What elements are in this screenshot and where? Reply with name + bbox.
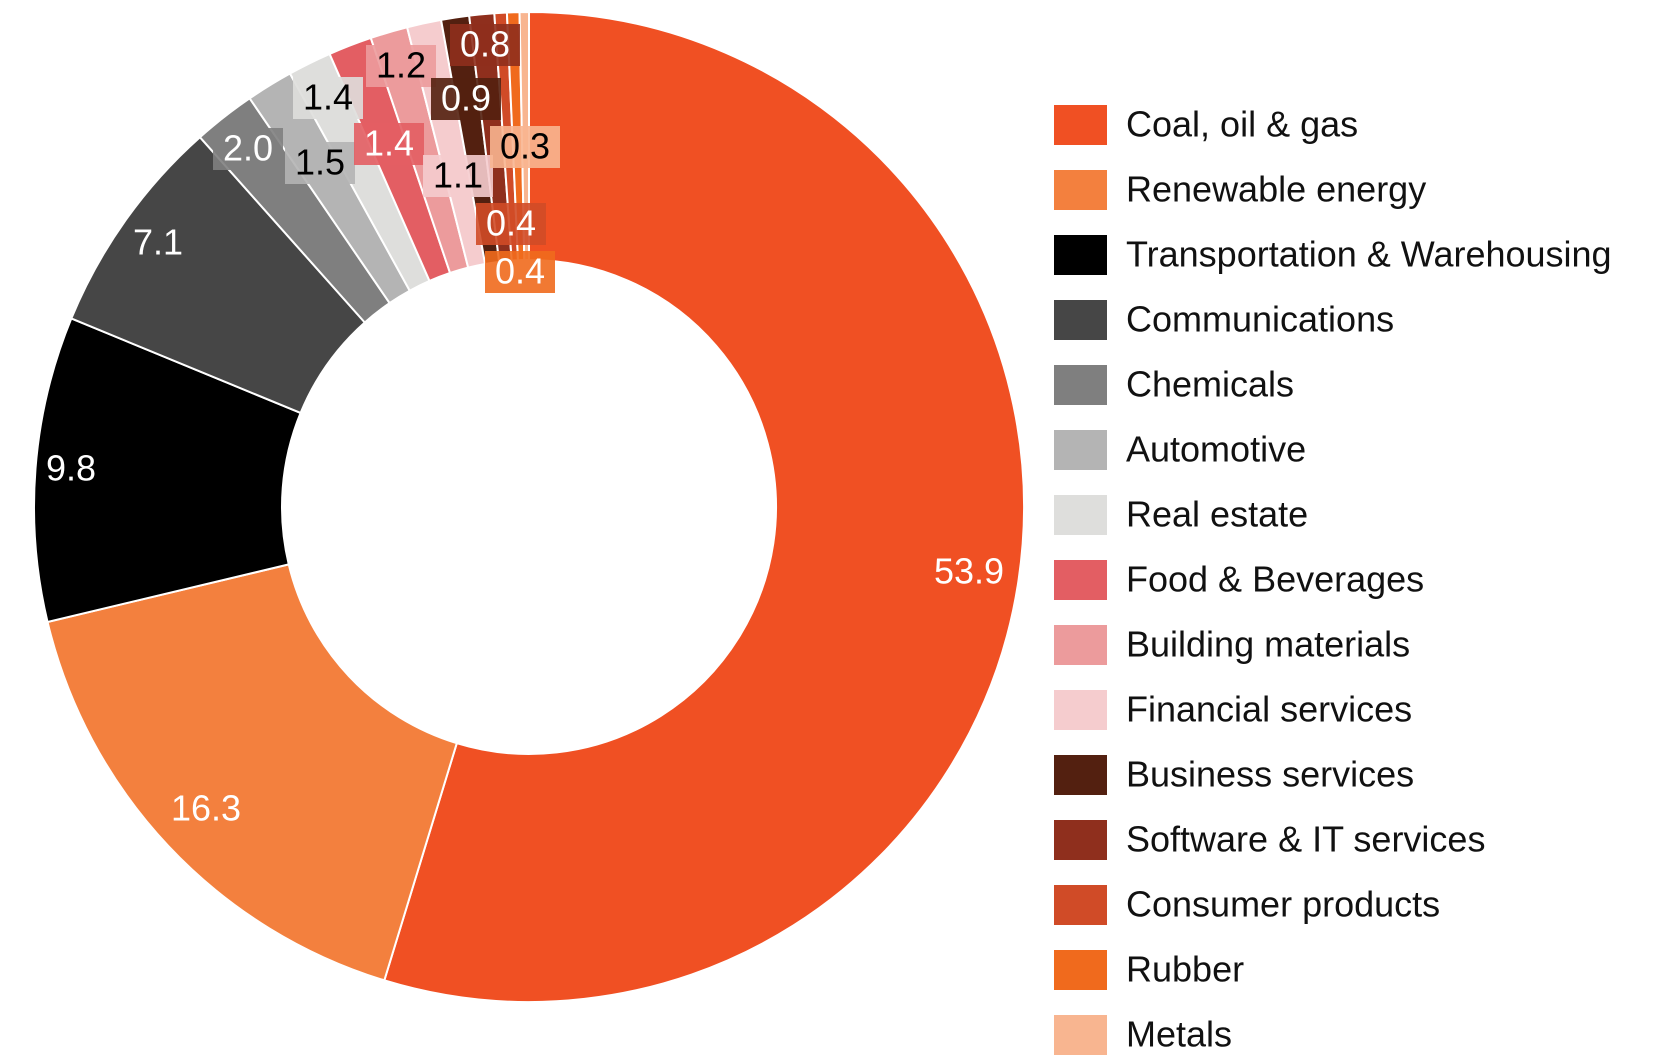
legend-label: Communications (1126, 299, 1394, 340)
label-box (293, 77, 363, 119)
legend-swatch (1054, 170, 1107, 210)
label-box (285, 142, 355, 184)
legend-label: Metals (1126, 1014, 1232, 1055)
legend-swatch (1054, 690, 1107, 730)
legend-swatch (1054, 755, 1107, 795)
label-box (431, 78, 501, 120)
legend-label: Software & IT services (1126, 819, 1485, 860)
label-box (213, 128, 283, 170)
data-label: 0.9 (441, 78, 491, 119)
legend-swatch (1054, 950, 1107, 990)
data-label: 0.3 (500, 126, 550, 167)
legend-label: Coal, oil & gas (1126, 104, 1358, 145)
legend-swatch (1054, 560, 1107, 600)
slice (46, 563, 459, 982)
label-box (366, 45, 436, 87)
label-box (490, 126, 560, 168)
data-label: 0.4 (486, 203, 536, 244)
legend-swatch (1054, 1015, 1107, 1055)
legend-label: Food & Beverages (1126, 559, 1424, 600)
legend-swatch (1054, 365, 1107, 405)
legend-label: Transportation & Warehousing (1126, 234, 1612, 275)
legend-label: Automotive (1126, 429, 1306, 470)
slice (33, 317, 302, 624)
legend-label: Building materials (1126, 624, 1410, 665)
legend-label: Renewable energy (1126, 169, 1426, 210)
data-label: 16.3 (171, 788, 241, 829)
legend-label: Rubber (1126, 949, 1244, 990)
legend-swatch (1054, 885, 1107, 925)
label-box (423, 155, 493, 197)
data-label: 1.1 (433, 155, 483, 196)
data-label: 2.0 (223, 128, 273, 169)
legend-label: Real estate (1126, 494, 1308, 535)
label-box (354, 123, 424, 165)
data-label: 7.1 (133, 222, 183, 263)
legend-swatch (1054, 300, 1107, 340)
data-label: 1.2 (376, 45, 426, 86)
data-label: 1.4 (364, 123, 414, 164)
legend-swatch (1054, 235, 1107, 275)
label-box (450, 24, 520, 66)
legend-label: Business services (1126, 754, 1414, 795)
data-label: 0.4 (495, 251, 545, 292)
data-label: 1.5 (295, 142, 345, 183)
legend-label: Chemicals (1126, 364, 1294, 405)
legend-swatch (1054, 625, 1107, 665)
legend-swatch (1054, 820, 1107, 860)
legend-swatch (1054, 105, 1107, 145)
data-label: 1.4 (303, 77, 353, 118)
legend-label: Financial services (1126, 689, 1412, 730)
label-box (485, 251, 555, 293)
legend-swatch (1054, 430, 1107, 470)
data-label: 53.9 (934, 551, 1004, 592)
data-label: 9.8 (46, 448, 96, 489)
legend-swatch (1054, 495, 1107, 535)
label-box (476, 203, 546, 245)
legend-label: Consumer products (1126, 884, 1440, 925)
data-label: 0.8 (460, 24, 510, 65)
